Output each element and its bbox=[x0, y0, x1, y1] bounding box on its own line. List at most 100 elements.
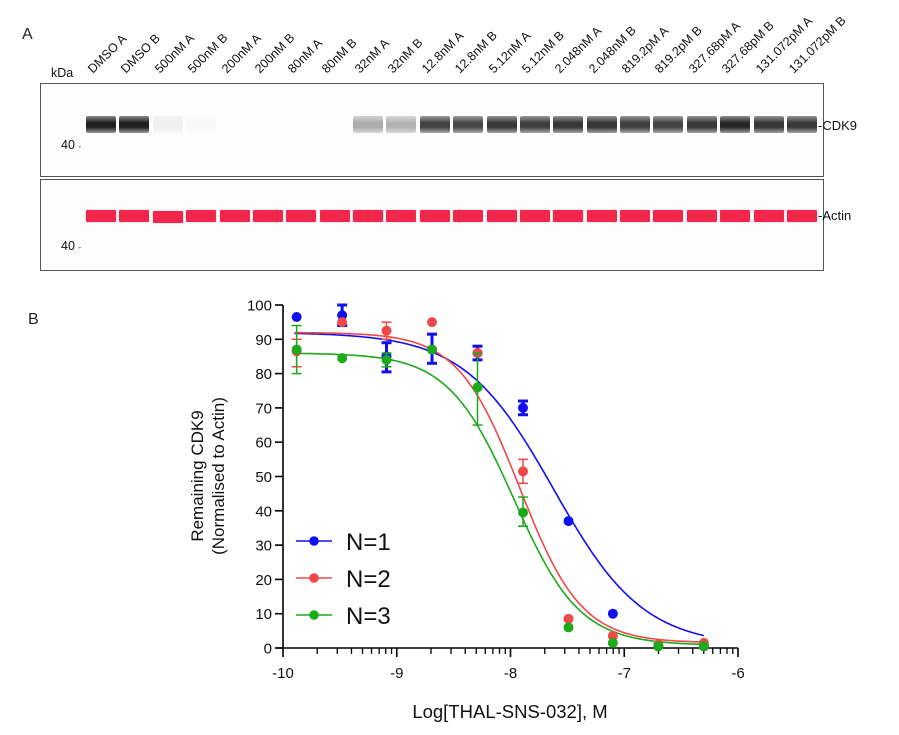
actin-protein-label: -Actin bbox=[818, 208, 852, 223]
x-tick-label: -6 bbox=[731, 665, 744, 682]
actin-band bbox=[553, 210, 584, 222]
x-axis-label: Log[THAL-SNS-032], M bbox=[412, 701, 607, 722]
chart-legend: N=1 N=2 N=3 bbox=[296, 529, 391, 630]
actin-band bbox=[720, 210, 751, 222]
legend-label: N=2 bbox=[346, 566, 391, 593]
actin-band bbox=[319, 210, 350, 222]
y-axis-label-line1: Remaining CDK9 bbox=[188, 410, 207, 541]
legend-marker bbox=[309, 610, 319, 620]
chart-axes: 0 10 20 30 40 50 60 70 80 90 100 -10 -9 -8 -7 -6 bbox=[247, 298, 745, 683]
data-point bbox=[607, 630, 618, 641]
mw-marker-40-bottom: 40 - bbox=[61, 239, 82, 253]
x-tick-label: -10 bbox=[272, 665, 294, 682]
cdk9-band bbox=[86, 116, 116, 133]
cdk9-band bbox=[252, 116, 283, 133]
mw-marker-40-top: 40 - bbox=[61, 138, 82, 152]
fit-curve-n1 bbox=[294, 332, 705, 637]
cdk9-band bbox=[786, 116, 817, 133]
fit-curves bbox=[294, 331, 705, 646]
y-tick-label: 80 bbox=[255, 366, 272, 383]
legend-label: N=3 bbox=[346, 603, 391, 630]
legend-marker bbox=[309, 573, 319, 583]
cdk9-band bbox=[453, 116, 484, 133]
y-tick-label: 50 bbox=[255, 469, 272, 486]
data-point bbox=[563, 516, 574, 527]
legend-item-n1: N=1 bbox=[296, 529, 391, 556]
data-point bbox=[337, 310, 348, 321]
x-tick-label: -7 bbox=[618, 665, 631, 682]
cdk9-band bbox=[586, 116, 617, 133]
legend-item-n3: N=3 bbox=[296, 603, 391, 630]
cdk9-band bbox=[152, 116, 183, 133]
actin-band bbox=[519, 210, 550, 222]
actin-band bbox=[386, 210, 417, 222]
y-tick-label: 20 bbox=[255, 572, 272, 589]
data-point bbox=[607, 637, 618, 648]
actin-band bbox=[453, 210, 484, 222]
data-point bbox=[427, 344, 438, 355]
actin-band bbox=[620, 210, 651, 222]
cdk9-band bbox=[353, 116, 384, 133]
data-point bbox=[381, 325, 392, 336]
actin-band bbox=[353, 210, 384, 222]
actin-band bbox=[653, 210, 684, 222]
y-tick-label: 40 bbox=[255, 503, 272, 520]
cdk9-band bbox=[753, 116, 784, 133]
actin-band bbox=[753, 210, 784, 222]
actin-band bbox=[419, 210, 450, 222]
actin-band bbox=[86, 210, 116, 222]
y-tick-label: 60 bbox=[255, 435, 272, 452]
y-axis-label-line2: (Normalised to Actin) bbox=[209, 397, 228, 555]
actin-band bbox=[219, 210, 250, 222]
cdk9-band bbox=[519, 116, 550, 133]
cdk9-band bbox=[419, 116, 450, 133]
data-point bbox=[518, 507, 529, 518]
series-n2 bbox=[291, 317, 709, 650]
panel-b-label: B bbox=[28, 311, 39, 328]
x-tick-label: -8 bbox=[504, 665, 517, 682]
y-tick-label: 0 bbox=[264, 641, 272, 658]
data-point bbox=[518, 402, 529, 413]
data-point bbox=[291, 344, 302, 355]
data-point bbox=[563, 613, 574, 624]
cdk9-band bbox=[319, 116, 350, 133]
cdk9-protein-label: -CDK9 bbox=[818, 118, 858, 133]
actin-band bbox=[586, 210, 617, 222]
actin-band bbox=[152, 211, 183, 223]
actin-blot-panel bbox=[40, 179, 824, 271]
actin-band bbox=[786, 210, 817, 222]
y-tick-label: 70 bbox=[255, 400, 272, 417]
data-point bbox=[291, 312, 302, 323]
legend-marker bbox=[309, 536, 319, 546]
data-point bbox=[337, 353, 348, 364]
legend-label: N=1 bbox=[346, 529, 391, 556]
cdk9-band bbox=[186, 116, 217, 133]
x-tick-label: -9 bbox=[390, 665, 403, 682]
data-point bbox=[381, 354, 392, 365]
kda-unit-label: kDa bbox=[51, 66, 74, 80]
actin-band bbox=[486, 210, 517, 222]
cdk9-band bbox=[686, 116, 717, 133]
fit-curve-n3 bbox=[294, 352, 704, 646]
fit-curve-n2 bbox=[294, 331, 704, 643]
cdk9-band bbox=[553, 116, 584, 133]
data-point bbox=[698, 641, 709, 652]
legend-item-n2: N=2 bbox=[296, 566, 391, 593]
cdk9-band bbox=[286, 116, 317, 133]
y-tick-label: 100 bbox=[247, 298, 272, 315]
cdk9-band bbox=[620, 116, 651, 133]
data-point bbox=[563, 622, 574, 633]
cdk9-band bbox=[720, 116, 751, 133]
panel-a-label: A bbox=[22, 26, 33, 43]
cdk9-band bbox=[486, 116, 517, 133]
cdk9-band bbox=[653, 116, 684, 133]
data-point bbox=[337, 317, 348, 328]
y-tick-label: 90 bbox=[255, 332, 272, 349]
actin-band bbox=[252, 210, 283, 222]
actin-band bbox=[186, 210, 217, 222]
actin-band bbox=[286, 210, 317, 222]
data-point bbox=[427, 317, 438, 328]
data-point bbox=[607, 608, 618, 619]
actin-band bbox=[119, 210, 150, 222]
